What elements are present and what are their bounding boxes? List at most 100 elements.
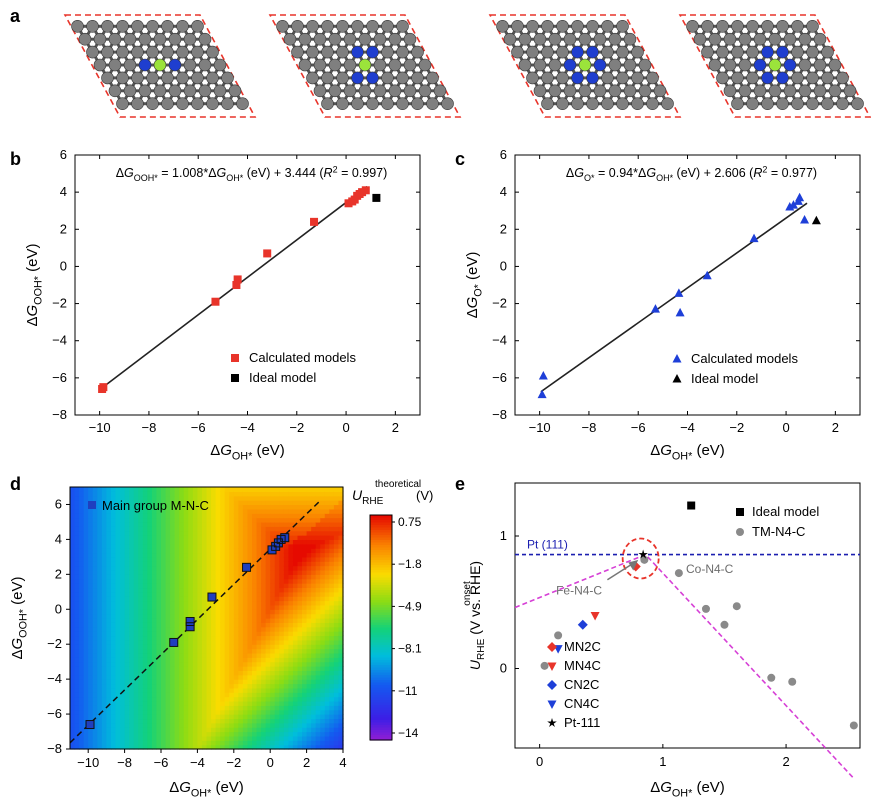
heatmap-cell: [106, 508, 112, 514]
heatmap-cell: [215, 652, 221, 658]
heatmap-cell: [88, 696, 94, 702]
heatmap-cell: [256, 731, 262, 737]
label-part: OH*: [672, 788, 693, 800]
heatmap-cell: [120, 574, 126, 580]
heatmap-cell: [247, 583, 253, 589]
label-part: OH*: [656, 173, 674, 183]
carbon-atom: [556, 71, 569, 85]
heatmap-cell: [133, 718, 139, 724]
heatmap-cell: [83, 552, 89, 558]
heatmap-cell: [302, 714, 308, 720]
heatmap-cell: [156, 561, 162, 567]
heatmap-cell: [302, 618, 308, 623]
heatmap-cell: [220, 700, 226, 706]
heatmap-cell: [170, 683, 176, 689]
heatmap-cell: [101, 722, 107, 728]
heatmap-cell: [74, 727, 80, 733]
heatmap-cell: [302, 574, 308, 580]
heatmap-cell: [252, 687, 258, 693]
heatmap-cell: [83, 618, 89, 623]
heatmap-cell: [302, 591, 308, 597]
heatmap-cell: [201, 683, 208, 689]
heatmap-cell: [283, 487, 289, 492]
heatmap-cell: [320, 652, 326, 658]
heatmap-cell: [333, 548, 340, 554]
heatmap-cell: [288, 618, 294, 623]
heatmap-cell: [201, 700, 208, 706]
heatmap-cell: [333, 622, 340, 628]
heatmap-cell: [138, 578, 144, 584]
heatmap-cell: [101, 648, 107, 654]
heatmap-cell: [147, 552, 153, 558]
carbon-atom: [93, 58, 107, 72]
heatmap-cell: [302, 657, 308, 663]
heatmap-cell: [92, 552, 98, 558]
heatmap-cell: [297, 591, 303, 597]
heatmap-cell: [151, 709, 158, 715]
heatmap-cell: [324, 700, 330, 706]
heatmap-cell: [147, 718, 153, 724]
heatmap-cell: [124, 521, 130, 527]
heatmap-cell: [256, 666, 262, 671]
carbon-atom: [638, 58, 652, 72]
heatmap-cell: [211, 705, 217, 711]
heatmap-cell: [142, 552, 148, 558]
heatmap-cell: [174, 526, 180, 532]
heatmap-cell: [324, 692, 330, 698]
heatmap-cell: [206, 600, 212, 606]
heatmap-cell: [261, 644, 267, 650]
heatmap-cell: [151, 539, 158, 545]
heatmap-cell: [206, 561, 212, 567]
heatmap-cell: [279, 626, 285, 632]
heatmap-cell: [215, 731, 221, 737]
label-part: G: [9, 637, 26, 649]
heatmap-cell: [124, 596, 130, 602]
heatmap-cell: [161, 587, 167, 593]
heatmap-cell: [74, 552, 80, 558]
heatmap-cell: [170, 648, 176, 654]
heatmap-cell: [256, 687, 262, 693]
heatmap-cell: [233, 722, 239, 728]
heatmap-cell: [165, 744, 171, 750]
carbon-atom: [616, 45, 629, 59]
heatmap-cell: [306, 635, 312, 641]
heatmap-cell: [147, 731, 153, 737]
heatmap-cell: [329, 561, 335, 567]
heatmap-cell: [292, 596, 299, 602]
nitrogen-atom: [351, 71, 364, 85]
heatmap-cell: [215, 674, 221, 680]
heatmap-cell: [92, 727, 98, 733]
heatmap-cell: [297, 600, 303, 606]
heatmap-cell: [206, 683, 212, 689]
heatmap-cell: [229, 548, 235, 554]
heatmap-cell: [151, 600, 158, 606]
heatmap-cell: [197, 604, 203, 610]
heatmap-cell: [206, 587, 212, 593]
heatmap-cell: [142, 626, 148, 632]
heatmap-cell: [151, 744, 158, 750]
heatmap-cell: [120, 613, 126, 619]
heatmap-cell: [124, 696, 130, 702]
heatmap-cell: [142, 508, 148, 514]
carbon-atom: [276, 19, 289, 33]
heatmap-cell: [156, 644, 162, 650]
heatmap-cell: [115, 561, 121, 567]
heatmap-cell: [165, 508, 171, 514]
heatmap-cell: [283, 604, 289, 610]
heatmap-cell: [138, 648, 144, 654]
heatmap-cell: [324, 604, 330, 610]
heatmap-cell: [270, 535, 276, 540]
heatmap-cell: [224, 718, 230, 724]
heatmap-cell: [206, 487, 212, 492]
heatmap-cell: [297, 569, 303, 575]
heatmap-cell: [88, 569, 94, 575]
heatmap-cell: [120, 679, 126, 685]
heatmap-cell: [302, 613, 308, 619]
data-point: [811, 215, 821, 225]
heatmap-cell: [311, 565, 317, 571]
heatmap-cell: [179, 487, 185, 492]
heatmap-cell: [97, 692, 103, 698]
heatmap-cell: [211, 539, 217, 545]
heatmap-cell: [170, 657, 176, 663]
heatmap-cell: [151, 504, 158, 510]
